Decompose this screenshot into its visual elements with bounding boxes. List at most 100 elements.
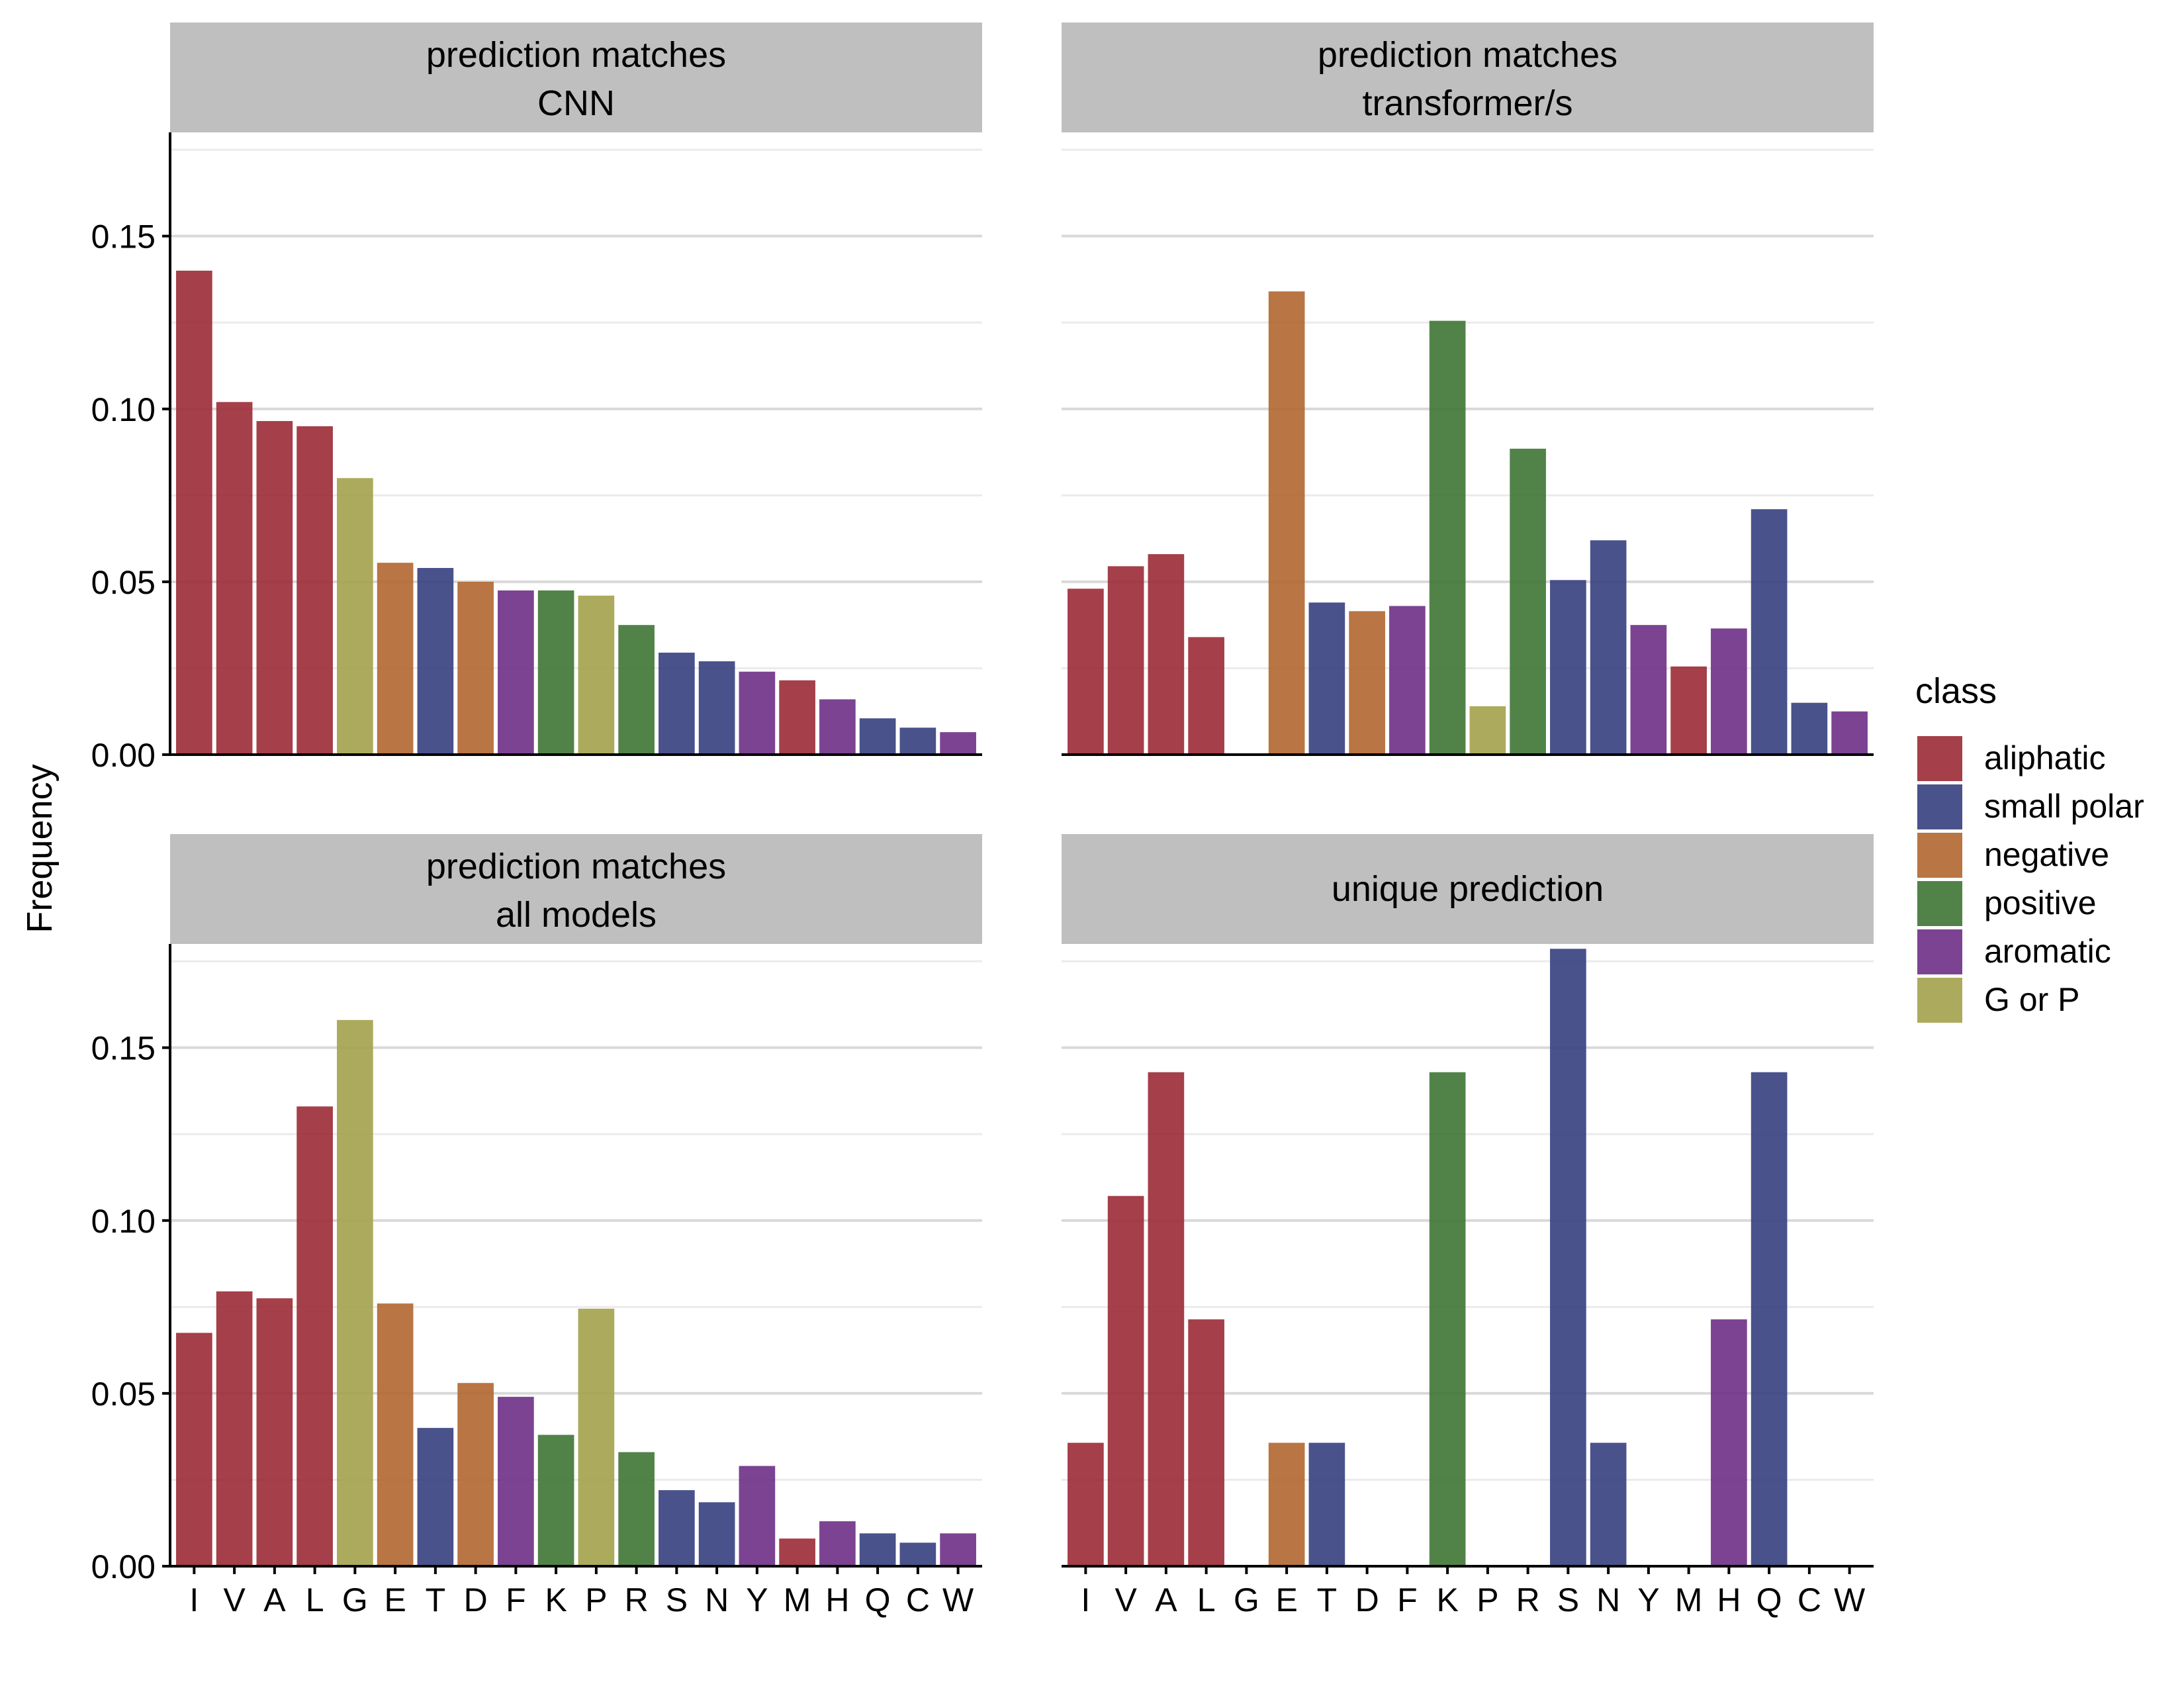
bar-R bbox=[618, 625, 655, 755]
bar-W bbox=[1831, 711, 1868, 755]
x-tick-label: E bbox=[384, 1581, 406, 1618]
legend-swatch-G-or-P bbox=[1917, 978, 1962, 1023]
legend-swatch-negative bbox=[1917, 833, 1962, 878]
bar-Q bbox=[859, 1533, 896, 1566]
bar-M bbox=[779, 1538, 815, 1566]
panel-strip-title: prediction matches bbox=[426, 35, 726, 75]
x-tick-label: L bbox=[1197, 1581, 1216, 1618]
bar-Y bbox=[739, 671, 776, 755]
bar-F bbox=[498, 1397, 534, 1566]
x-tick-label: G bbox=[342, 1581, 368, 1618]
bar-H bbox=[819, 1521, 856, 1566]
bar-S bbox=[659, 652, 695, 755]
panel-strip bbox=[170, 23, 982, 132]
x-tick-label: N bbox=[705, 1581, 729, 1618]
x-tick-label: S bbox=[1557, 1581, 1579, 1618]
bar-K bbox=[1429, 320, 1466, 755]
x-tick-label: G bbox=[1234, 1581, 1259, 1618]
bar-E bbox=[1268, 291, 1305, 755]
x-tick-label: K bbox=[545, 1581, 567, 1618]
bar-N bbox=[698, 1502, 735, 1566]
x-tick-label: Q bbox=[865, 1581, 891, 1618]
bar-V bbox=[216, 1291, 253, 1566]
bar-T bbox=[417, 568, 454, 755]
bar-V bbox=[216, 402, 253, 755]
x-tick-label: K bbox=[1436, 1581, 1458, 1618]
bar-I bbox=[1068, 1442, 1104, 1566]
bar-L bbox=[1188, 637, 1224, 755]
bar-T bbox=[417, 1428, 454, 1566]
bar-M bbox=[779, 680, 815, 755]
legend-label: positive bbox=[1984, 884, 2097, 921]
bar-F bbox=[1389, 606, 1426, 755]
panel-strip bbox=[170, 834, 982, 944]
legend-swatch-aliphatic bbox=[1917, 736, 1962, 781]
legend-label: negative bbox=[1984, 836, 2109, 873]
x-tick-label: W bbox=[1834, 1581, 1866, 1618]
bar-E bbox=[1268, 1442, 1305, 1566]
legend-label: G or P bbox=[1984, 981, 2079, 1018]
y-tick-label: 0.15 bbox=[91, 218, 156, 256]
bar-K bbox=[1429, 1072, 1466, 1566]
legend-swatch-aromatic bbox=[1917, 929, 1962, 974]
legend-label: aliphatic bbox=[1984, 739, 2105, 776]
legend: class aliphatic small polar negative positi… bbox=[1915, 671, 2144, 1023]
x-tick-label: H bbox=[1717, 1581, 1741, 1618]
x-tick-label: C bbox=[1797, 1581, 1821, 1618]
bar-Q bbox=[859, 718, 896, 755]
bar-E bbox=[377, 1303, 414, 1566]
x-tick-label: V bbox=[1115, 1581, 1137, 1618]
bar-I bbox=[176, 1333, 212, 1566]
x-tick-label: W bbox=[942, 1581, 974, 1618]
bar-E bbox=[377, 563, 414, 755]
legend-swatch-small-polar bbox=[1917, 784, 1962, 829]
bar-A bbox=[1148, 1072, 1185, 1566]
bar-Q bbox=[1751, 509, 1788, 755]
bar-N bbox=[1590, 540, 1627, 755]
panel-1: prediction matches CNN 0.00 0.05 0.10 0.15 bbox=[91, 23, 982, 774]
bar-A bbox=[1148, 554, 1185, 755]
x-tick-label: A bbox=[263, 1581, 286, 1618]
x-tick-label: F bbox=[506, 1581, 526, 1618]
x-tick-label: C bbox=[906, 1581, 930, 1618]
bar-C bbox=[899, 727, 936, 755]
x-tick-label: I bbox=[189, 1581, 199, 1618]
bar-M bbox=[1670, 666, 1707, 755]
x-tick-label: F bbox=[1397, 1581, 1418, 1618]
bar-I bbox=[176, 270, 212, 755]
bar-V bbox=[1107, 1196, 1144, 1566]
x-tick-label: Y bbox=[746, 1581, 768, 1618]
bar-C bbox=[899, 1542, 936, 1566]
legend-label: aromatic bbox=[1984, 933, 2111, 970]
x-tick-label: R bbox=[1516, 1581, 1540, 1618]
bar-W bbox=[940, 1533, 976, 1566]
y-tick-label: 0.15 bbox=[91, 1030, 156, 1067]
bar-G bbox=[337, 478, 373, 755]
y-tick-label: 0.05 bbox=[91, 1376, 156, 1413]
bar-S bbox=[659, 1490, 695, 1566]
bar-I bbox=[1068, 588, 1104, 755]
x-tick-label: Q bbox=[1756, 1581, 1782, 1618]
x-tick-label: R bbox=[625, 1581, 649, 1618]
bar-R bbox=[618, 1452, 655, 1566]
bar-P bbox=[1469, 706, 1506, 755]
bar-P bbox=[578, 1308, 615, 1566]
bar-F bbox=[498, 590, 534, 755]
bar-R bbox=[1510, 448, 1546, 755]
y-tick-label: 0.10 bbox=[91, 391, 156, 428]
bar-C bbox=[1791, 702, 1828, 755]
panel-3: prediction matches all models 0.00 0.05 0.10… bbox=[91, 834, 982, 1618]
bar-H bbox=[1711, 628, 1747, 755]
x-tick-label: V bbox=[223, 1581, 246, 1618]
x-tick-label: D bbox=[1355, 1581, 1379, 1618]
bar-H bbox=[819, 699, 856, 755]
bar-N bbox=[1590, 1442, 1627, 1566]
bar-Y bbox=[1630, 625, 1667, 755]
bar-N bbox=[698, 661, 735, 755]
panel-strip-title: unique prediction bbox=[1332, 869, 1604, 909]
x-tick-label: L bbox=[306, 1581, 324, 1618]
y-axis-title: Frequency bbox=[20, 764, 60, 933]
bar-L bbox=[296, 1106, 333, 1566]
panel-strip-title: prediction matches bbox=[426, 847, 726, 886]
